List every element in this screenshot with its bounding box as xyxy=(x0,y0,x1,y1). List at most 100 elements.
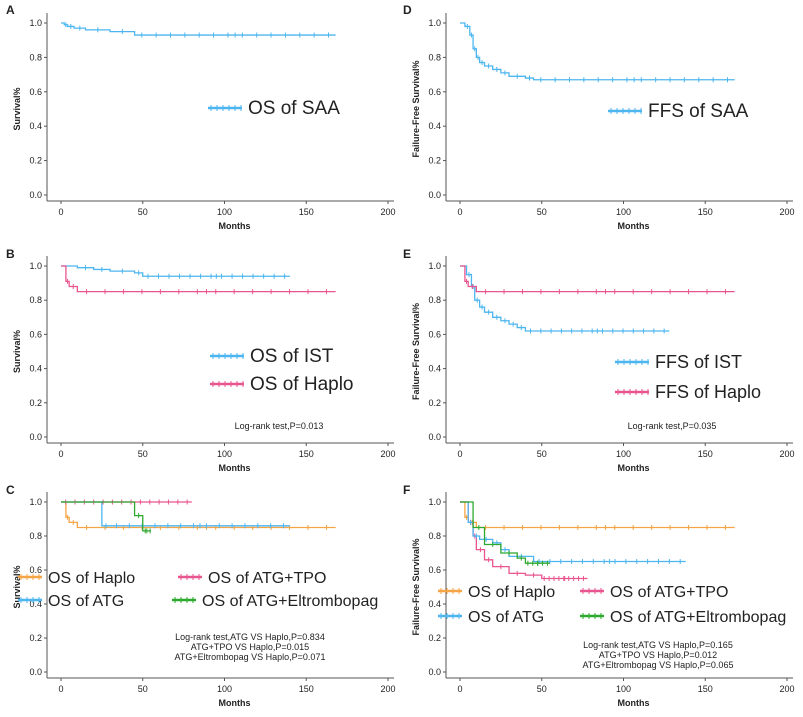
y-axis-title: Failure-Free Survival% xyxy=(411,538,421,635)
legend-item: OS of Haplo xyxy=(210,374,354,395)
stat-annotation: Log-rank test,ATG VS Haplo,P=0.165 xyxy=(583,640,733,650)
y-tick-label: 0.0 xyxy=(29,667,42,677)
x-tick-label: 0 xyxy=(58,207,63,217)
x-tick-label: 150 xyxy=(698,449,713,459)
y-tick-label: 0.0 xyxy=(29,190,42,200)
survival-curve xyxy=(460,22,735,81)
series-ffs-of-ist xyxy=(460,265,670,334)
y-tick-label: 0.6 xyxy=(428,329,441,339)
legend-label: OS of IST xyxy=(250,346,334,367)
x-tick-label: 150 xyxy=(299,449,314,459)
x-tick-label: 0 xyxy=(457,207,462,217)
legend-item: FFS of Haplo xyxy=(615,382,761,402)
y-axis-title: Failure-Free Survival% xyxy=(411,60,421,157)
legend-label: OS of ATG+TPO xyxy=(208,570,326,587)
legend-item: OS of Haplo xyxy=(18,570,135,587)
legend-label: FFS of Haplo xyxy=(655,382,761,402)
y-axis-title: Survival% xyxy=(12,330,22,373)
y-tick-label: 0.6 xyxy=(29,87,42,97)
survival-curve xyxy=(460,265,670,332)
x-tick-label: 50 xyxy=(537,684,547,694)
y-tick-label: 0.8 xyxy=(29,52,42,62)
y-tick-label: 0.6 xyxy=(428,565,441,575)
y-tick-label: 1.0 xyxy=(428,18,441,28)
panel-label: C xyxy=(6,483,15,497)
series-ffs-of-saa xyxy=(460,22,735,83)
y-tick-label: 0.4 xyxy=(29,121,42,131)
legend-item: OS of IST xyxy=(210,346,334,367)
legend-label: OS of Haplo xyxy=(468,584,555,601)
stat-annotation: Log-rank test,P=0.035 xyxy=(628,421,717,431)
stat-annotation: ATG+Eltrombopag VS Haplo,P=0.071 xyxy=(175,652,326,662)
x-tick-label: 50 xyxy=(138,449,148,459)
panel-label: E xyxy=(403,247,411,261)
survival-curve xyxy=(460,265,735,293)
y-tick-label: 0.4 xyxy=(428,599,441,609)
legend-label: OS of SAA xyxy=(248,98,340,119)
panel-b: B 0.0 0.2 0.4 0.6 0.8 1.0 0 50 100 150 200 Months Sur… xyxy=(6,247,396,473)
y-tick-label: 0.4 xyxy=(428,364,441,374)
x-tick-label: 50 xyxy=(138,207,148,217)
series-os-of-atg-tpo xyxy=(460,501,588,581)
x-tick-label: 200 xyxy=(380,207,395,217)
legend-item: OS of ATG xyxy=(18,593,124,610)
stat-annotation: Log-rank test,P=0.013 xyxy=(235,421,324,431)
x-axis-title: Months xyxy=(219,221,251,231)
legend-item: FFS of IST xyxy=(615,352,742,372)
x-axis-title: Months xyxy=(618,221,650,231)
panel-label: A xyxy=(6,3,15,17)
y-tick-label: 0.0 xyxy=(428,190,441,200)
survival-curve xyxy=(61,265,336,293)
x-tick-label: 0 xyxy=(457,449,462,459)
x-tick-label: 200 xyxy=(380,449,395,459)
legend-item: OS of ATG+Eltrombopag xyxy=(172,593,378,610)
x-tick-label: 50 xyxy=(537,449,547,459)
y-tick-label: 0.8 xyxy=(428,52,441,62)
legend-label: OS of ATG+Eltrombopag xyxy=(202,593,378,610)
series-os-of-saa xyxy=(61,22,336,38)
y-tick-label: 0.2 xyxy=(29,398,42,408)
y-tick-label: 0.8 xyxy=(428,295,441,305)
x-axis-title: Months xyxy=(618,698,650,708)
y-tick-label: 0.2 xyxy=(29,156,42,166)
x-tick-label: 100 xyxy=(616,207,631,217)
legend-label: OS of ATG+Eltrombopag xyxy=(610,609,786,626)
y-tick-label: 0.0 xyxy=(428,667,441,677)
series-os-of-haplo xyxy=(460,501,735,530)
y-tick-label: 0.0 xyxy=(29,432,42,442)
legend-label: OS of Haplo xyxy=(250,374,354,395)
series-os-of-atg xyxy=(460,501,686,564)
legend-item: OS of SAA xyxy=(208,98,340,119)
y-tick-label: 0.6 xyxy=(29,565,42,575)
series-os-of-ist xyxy=(61,265,290,279)
legend-label: OS of ATG xyxy=(468,609,544,626)
x-tick-label: 100 xyxy=(217,207,232,217)
y-tick-label: 0.8 xyxy=(428,531,441,541)
x-tick-label: 150 xyxy=(698,684,713,694)
y-tick-label: 1.0 xyxy=(428,497,441,507)
y-tick-label: 0.4 xyxy=(428,121,441,131)
legend-label: FFS of SAA xyxy=(648,101,749,122)
x-tick-label: 100 xyxy=(616,684,631,694)
x-tick-label: 0 xyxy=(457,684,462,694)
series-os-of-haplo xyxy=(61,265,336,295)
x-tick-label: 200 xyxy=(779,207,794,217)
x-tick-label: 150 xyxy=(299,207,314,217)
stat-annotation: ATG+Eltrombopag VS Haplo,P=0.065 xyxy=(583,660,734,670)
y-tick-label: 0.6 xyxy=(29,329,42,339)
panel-label: D xyxy=(403,3,412,17)
x-tick-label: 150 xyxy=(698,207,713,217)
legend-item: OS of Haplo xyxy=(438,584,555,601)
survival-curve xyxy=(61,22,336,36)
x-axis-title: Months xyxy=(219,698,251,708)
panel-f: F 0.0 0.2 0.4 0.6 0.8 1.0 0 50 100 150 200 Months Fai… xyxy=(403,483,795,708)
series-os-of-atg-eltrombopag xyxy=(61,501,151,534)
panel-a: A 0.0 0.2 0.4 0.6 0.8 1.0 0 50 100 150 200 Months Sur… xyxy=(6,3,396,231)
y-tick-label: 0.2 xyxy=(428,156,441,166)
panel-label: F xyxy=(403,483,410,497)
legend-item: OS of ATG+TPO xyxy=(178,570,326,587)
x-tick-label: 200 xyxy=(779,684,794,694)
series-os-of-atg-eltrombopag xyxy=(460,501,550,566)
y-tick-label: 0.8 xyxy=(29,295,42,305)
